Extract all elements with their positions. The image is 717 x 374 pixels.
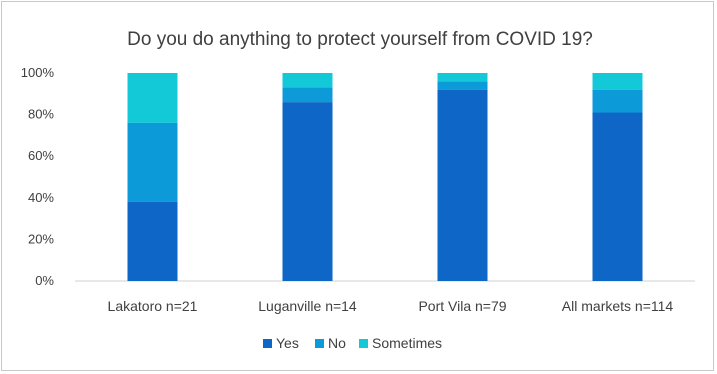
- bar-no-3: [592, 89, 643, 113]
- legend: Yes No Sometimes: [263, 335, 442, 351]
- bar-sometimes-2: [437, 73, 488, 82]
- y-tick-label: 60%: [28, 148, 54, 163]
- bar-yes-1: [282, 102, 333, 282]
- bar-yes-3: [592, 112, 643, 282]
- x-category-label: Port Vila n=79: [418, 298, 506, 314]
- y-axis: 0% 20% 40% 60% 80% 100%: [21, 65, 55, 288]
- bar-no-2: [437, 81, 488, 90]
- legend-swatch-no: [315, 339, 324, 348]
- bar-sometimes-3: [592, 73, 643, 90]
- legend-swatch-yes: [263, 339, 272, 348]
- y-tick-label: 0%: [35, 273, 54, 288]
- chart-title: Do you do anything to protect yourself f…: [127, 29, 593, 50]
- x-category-label: Luganville n=14: [258, 298, 357, 314]
- bar-yes-0: [127, 201, 178, 281]
- x-category-label: All markets n=114: [562, 298, 674, 314]
- legend-label-no: No: [328, 335, 346, 351]
- legend-label-yes: Yes: [276, 335, 299, 351]
- legend-label-sometimes: Sometimes: [372, 335, 442, 351]
- legend-swatch-sometimes: [359, 339, 368, 348]
- y-tick-label: 80%: [28, 107, 54, 122]
- x-category-label: Lakatoro n=21: [108, 298, 198, 314]
- y-tick-label: 100%: [21, 65, 55, 80]
- bar-no-1: [282, 87, 333, 103]
- y-tick-label: 40%: [28, 190, 54, 205]
- bar-sometimes-1: [282, 73, 333, 88]
- bar-no-0: [127, 122, 178, 202]
- bars: [127, 73, 643, 282]
- bar-sometimes-0: [127, 73, 178, 123]
- bar-yes-2: [437, 89, 488, 281]
- x-axis-labels: Lakatoro n=21 Luganville n=14 Port Vila n=…: [108, 298, 674, 314]
- y-tick-label: 20%: [28, 231, 54, 246]
